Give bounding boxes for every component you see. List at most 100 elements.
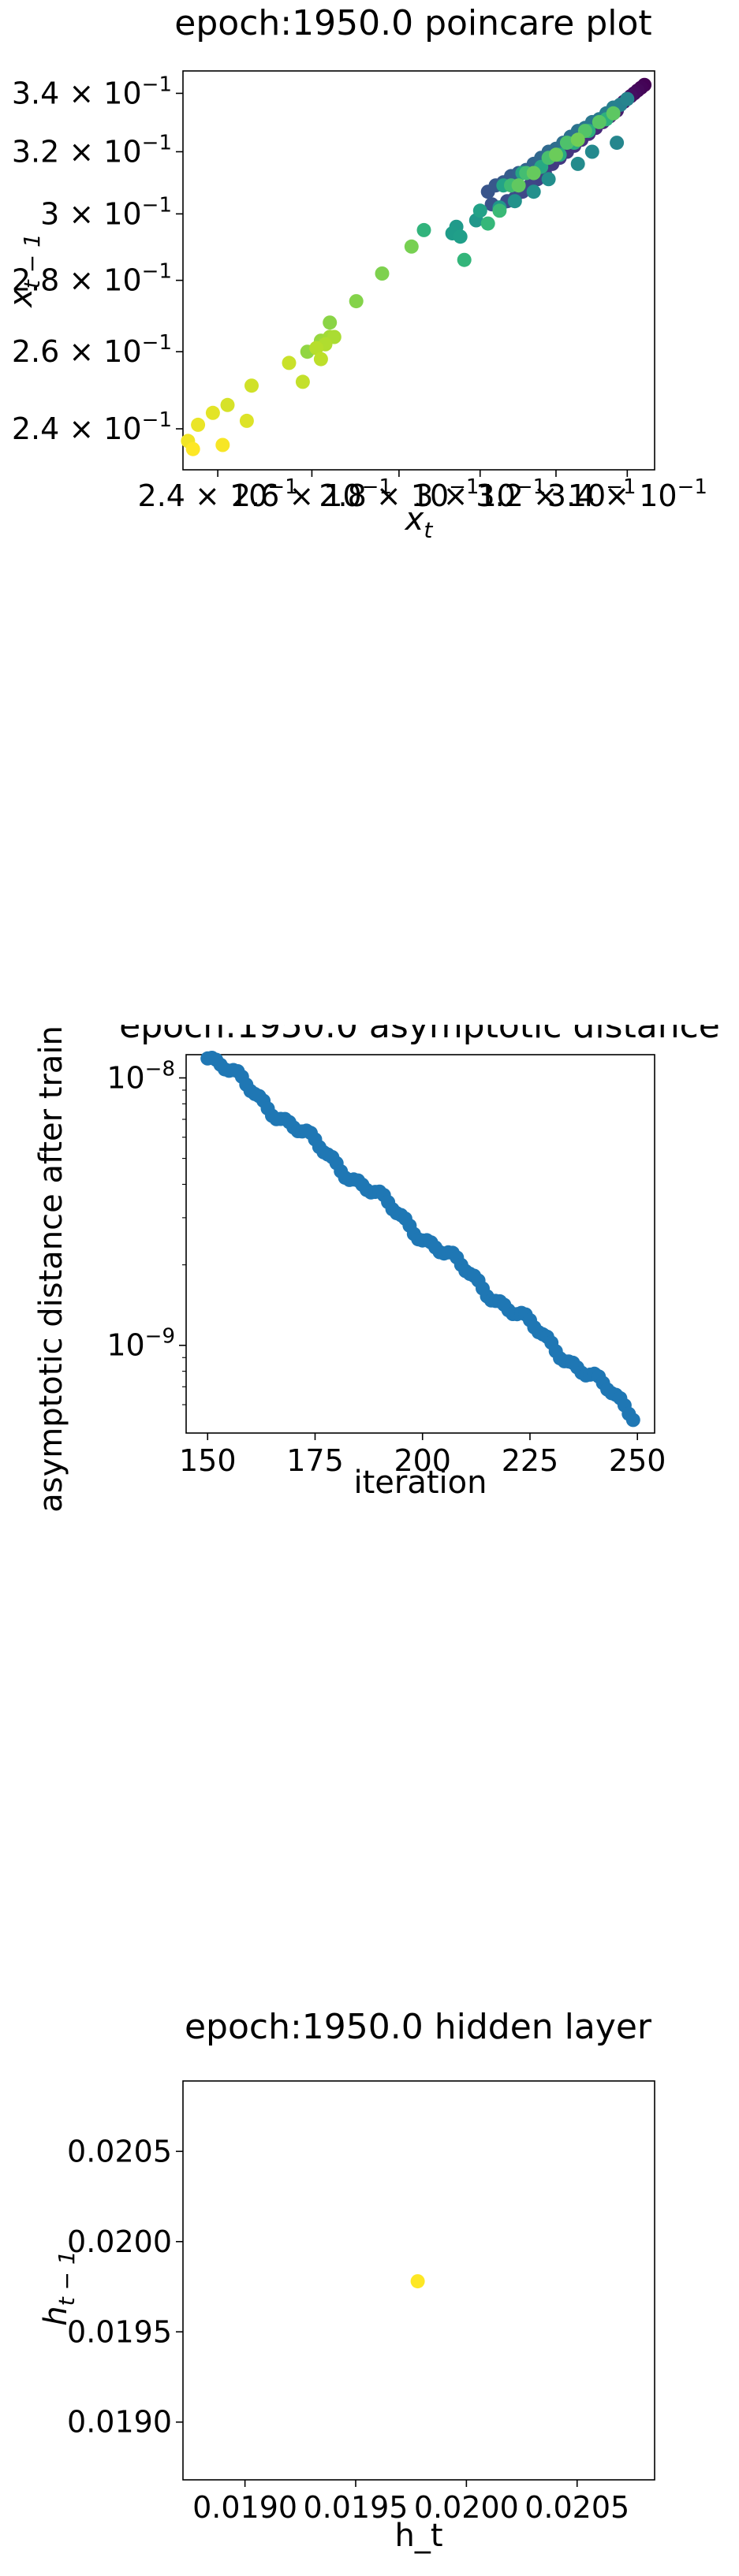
data-point (295, 374, 310, 389)
tick-label-exponent: −1 (142, 73, 172, 96)
tick-label: 0.0190 (67, 2405, 172, 2440)
tick-label-exponent: −9 (145, 1325, 175, 1349)
tick-label-exponent: −1 (267, 475, 297, 499)
data-point (205, 405, 220, 420)
tick-label-mantissa: 2.6 × 10 (232, 478, 362, 513)
data-point (492, 203, 507, 218)
data-point (457, 252, 472, 267)
plot-frame (182, 70, 655, 471)
tick-label: 250 (609, 1443, 666, 1478)
data-point (404, 239, 419, 254)
data-point (453, 229, 468, 244)
data-point (244, 378, 259, 393)
data-point (191, 417, 206, 432)
data-point (511, 178, 526, 193)
data-point (323, 315, 338, 330)
tick-label: 10−9 (106, 1325, 175, 1363)
data-point (349, 294, 364, 309)
tick-label-mantissa: 2.8 × 10 (319, 478, 449, 513)
x-axis-label-main: x (404, 501, 424, 538)
tick-label-mantissa: 3.2 × 10 (12, 134, 142, 169)
tick-label-mantissa: 10 (106, 1328, 144, 1363)
data-point (375, 266, 390, 281)
data-point (507, 194, 522, 209)
x-axis-label: xt (404, 501, 434, 543)
data-point (472, 203, 487, 218)
plot-frame (185, 1054, 655, 1434)
tick-label: 200 (394, 1443, 451, 1478)
tick-label: 0.0195 (67, 2314, 172, 2349)
tick-label: 225 (502, 1443, 559, 1478)
data-point (584, 144, 599, 159)
poincare-plot-figure: epoch:1950.0 poincare plot 2.4 × 10−1 2.6 … (0, 0, 739, 599)
asymptotic-distance-chart: epoch:1950.0 asymptotic distance 150 175 20… (33, 1025, 720, 1513)
tick-label: 3.4 × 10−1 (12, 73, 172, 110)
data-point (570, 132, 585, 147)
tick-label: 2.6 × 10−1 (12, 331, 172, 369)
tick-label-mantissa: 3.2 × 10 (476, 478, 606, 513)
tick-label-mantissa: 2.4 × 10 (138, 478, 268, 513)
y-axis-label: xt − 1 (3, 233, 45, 309)
tick-label: 3 × 10−1 (414, 475, 546, 513)
x-axis-label: iteration (354, 1465, 487, 1501)
tick-label-mantissa: 10 (106, 1060, 144, 1095)
tick-label: 150 (179, 1443, 237, 1478)
tick-label-exponent: −1 (606, 475, 636, 499)
tick-label: 175 (286, 1443, 344, 1478)
tick-label: 2.4 × 10−1 (12, 408, 172, 446)
tick-label: 2.8 × 10−1 (319, 475, 479, 513)
data-point (620, 91, 635, 106)
tick-label-exponent: −1 (142, 331, 172, 355)
tick-label-exponent: −1 (142, 260, 172, 284)
tick-label-exponent: −1 (142, 193, 172, 217)
tick-label-exponent: −8 (145, 1057, 175, 1081)
chart-title: epoch:1950.0 asymptotic distance (119, 1025, 720, 1046)
data-point (480, 216, 495, 231)
tick-label-exponent: −1 (449, 475, 479, 499)
tick-label-mantissa: 3.4 × 10 (547, 478, 677, 513)
data-point (239, 413, 254, 428)
y-axis-label: asymptotic distance after training (33, 1025, 69, 1513)
tick-label-mantissa: 2.8 × 10 (12, 263, 142, 298)
tick-label: 3 × 10−1 (40, 193, 172, 231)
tick-label-mantissa: 2.6 × 10 (12, 334, 142, 369)
y-axis-label-main: h (38, 2306, 74, 2325)
chart-title: epoch:1950.0 hidden layer (185, 2007, 652, 2047)
tick-label: 0.0205 (67, 2134, 172, 2168)
y-axis-label-main: x (3, 288, 39, 309)
data-point (185, 441, 200, 456)
tick-label: 3.2 × 10−1 (476, 475, 636, 513)
data-point (526, 166, 541, 181)
tick-label: 0.0205 (524, 2490, 629, 2525)
data-point (282, 356, 297, 370)
data-point (220, 397, 235, 412)
data-point (570, 156, 585, 171)
tick-label-exponent: −1 (142, 408, 172, 432)
tick-label: 0.0195 (304, 2490, 409, 2525)
data-point (541, 172, 556, 187)
tick-label: 0.0190 (192, 2490, 297, 2525)
data-point (416, 222, 431, 237)
data-point (606, 106, 621, 121)
asymptotic-distance-figure: epoch:1950.0 asymptotic distance 150 175 20… (0, 1025, 739, 1592)
tick-label: 3.2 × 10−1 (12, 131, 172, 169)
x-axis-label-subscript: t (424, 517, 433, 543)
tick-label-exponent: −1 (677, 475, 707, 499)
y-axis-label: ht − 1 (38, 2250, 80, 2325)
tick-label: 10−8 (106, 1057, 175, 1095)
tick-label-exponent: −1 (362, 475, 392, 499)
tick-label-mantissa: 3 × 10 (40, 196, 142, 231)
hidden-layer-figure: epoch:1950.0 hidden layer 0.0190 0.0195 0.0… (0, 2002, 739, 2576)
data-point (625, 1413, 640, 1428)
chart-title: epoch:1950.0 poincare plot (174, 3, 651, 43)
data-point (309, 341, 324, 356)
tick-label-exponent: −1 (142, 131, 172, 154)
x-axis-label: h_t (394, 2518, 442, 2554)
data-point (526, 184, 541, 199)
data-point (313, 352, 328, 367)
plot-frame (182, 2080, 655, 2481)
y-axis-label-subscript: t − 1 (19, 233, 45, 288)
tick-label-mantissa: 3 × 10 (414, 478, 516, 513)
data-point (592, 114, 607, 129)
